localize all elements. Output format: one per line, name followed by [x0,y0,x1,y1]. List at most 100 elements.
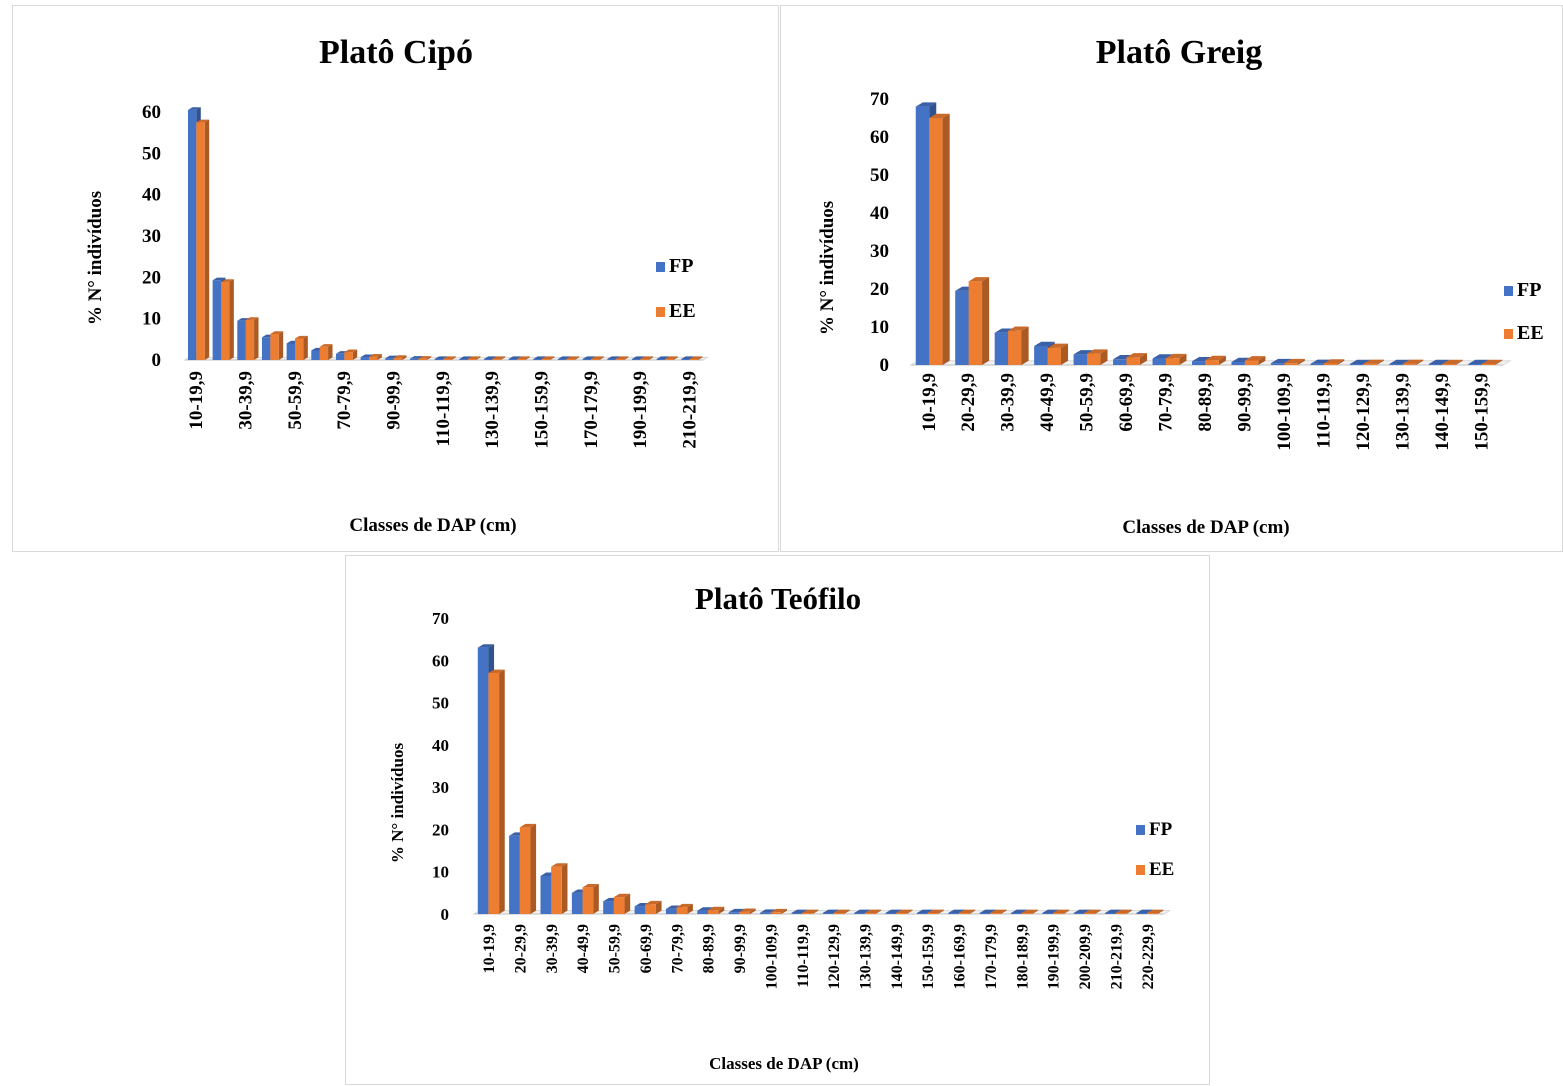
bar-top [1034,341,1055,346]
x-tick-label: 180-189,9 [1014,924,1031,989]
bar-ee [645,900,662,914]
bar-side [969,909,976,914]
bar-top [1113,355,1134,360]
legend-label-ee: EE [1149,859,1174,880]
bar-front [492,359,501,360]
bar-top [697,907,714,911]
bar-side [1495,359,1503,365]
bar-side [982,277,990,365]
bar-top [791,909,808,913]
bar-side [781,908,788,914]
bar-front [385,358,394,360]
bar-top [459,356,473,359]
bar-top [212,277,226,281]
bar-top [1073,909,1090,913]
bar-front [591,359,600,360]
bar-front [212,280,222,360]
bar-front [551,866,562,914]
bar-top [1349,359,1371,364]
bar-ee [1115,909,1133,914]
bar-side [844,909,850,914]
chart-title: Platô Cipó [319,34,473,71]
bar-ee [802,909,819,914]
bar-top [607,356,621,359]
bar-front [196,122,205,360]
bar-front [1084,913,1095,914]
bar-ee [393,355,407,360]
bar-front [1113,359,1127,365]
bar-ee [1481,359,1503,365]
bar-ee [1165,353,1187,365]
bar-ee [1363,359,1384,365]
bar-front [631,359,641,360]
bar-top [1165,353,1187,359]
bar-ee [566,356,580,360]
bar-ee [1244,356,1266,365]
bar-top [1047,343,1069,348]
x-tick-label: 210-219,9 [1108,924,1125,989]
bar-front [603,901,614,914]
bar-top [385,355,399,359]
y-tick-label: 50 [432,694,449,713]
bar-top [360,354,374,358]
bar-top [1084,909,1101,913]
bar-side [593,883,599,914]
bar-front [1115,913,1127,914]
bar-ee [591,356,604,360]
bar-side [875,909,882,914]
bar-top [1052,909,1070,913]
bar-ee [295,335,308,360]
bar-side [698,356,703,360]
bar-ee [1402,359,1424,365]
x-axis-label: Classes de DAP (cm) [709,1054,859,1073]
bar-top [1136,909,1153,913]
bar-top [822,909,840,913]
legend-swatch-fp [1136,825,1145,835]
bar-top [640,356,654,359]
bar-top [1389,359,1410,364]
bar-top [245,317,259,320]
legend-label-fp: FP [1149,819,1173,840]
bar-top [295,335,308,339]
x-tick-label: 40-49,9 [575,924,592,973]
bar-front [509,835,520,914]
x-tick-label: 120-129,9 [826,924,843,989]
chart-svg-plato-cipo: Platô Cipó % N° indivíduos Classes de DAP … [85,34,710,536]
bar-top [492,356,506,359]
bar-top [1468,359,1489,364]
bar-top [1042,909,1059,913]
bar-front [1034,346,1048,365]
bar-side [476,356,481,360]
bar-front [1205,360,1219,365]
y-axis-label: % N° indivíduos [388,743,407,864]
bar-side [426,356,432,360]
bar-front [1010,913,1022,914]
legend-swatch-fp [656,262,665,272]
bar-top [517,356,530,359]
bar-top [344,349,358,353]
x-tick-label: 20-29,9 [512,924,529,973]
bar-side [499,669,505,914]
x-tick-label: 170-179,9 [581,371,602,449]
x-tick-label: 90-99,9 [732,924,749,973]
bar-top [1073,350,1095,355]
x-tick-label: 110-119,9 [433,371,454,446]
x-tick-label: 80-89,9 [1195,373,1216,432]
bar-ee [615,356,629,360]
bar-side [1157,909,1164,914]
x-tick-label: 190-199,9 [630,371,651,449]
x-tick-label: 70-79,9 [334,371,355,430]
y-tick-label: 40 [870,203,889,224]
bar-front [958,913,970,914]
x-tick-label: 100-109,9 [763,924,780,989]
bar-front [915,106,930,365]
bar-front [1021,913,1033,914]
bar-side [906,909,913,914]
y-tick-label: 0 [152,350,162,371]
bar-top [541,356,555,359]
y-axis-label: % N° indivíduos [85,191,106,325]
bar-ee [1047,343,1069,365]
bar-side [1139,353,1148,365]
bar-top [958,909,976,913]
y-tick-label: 10 [432,863,449,882]
